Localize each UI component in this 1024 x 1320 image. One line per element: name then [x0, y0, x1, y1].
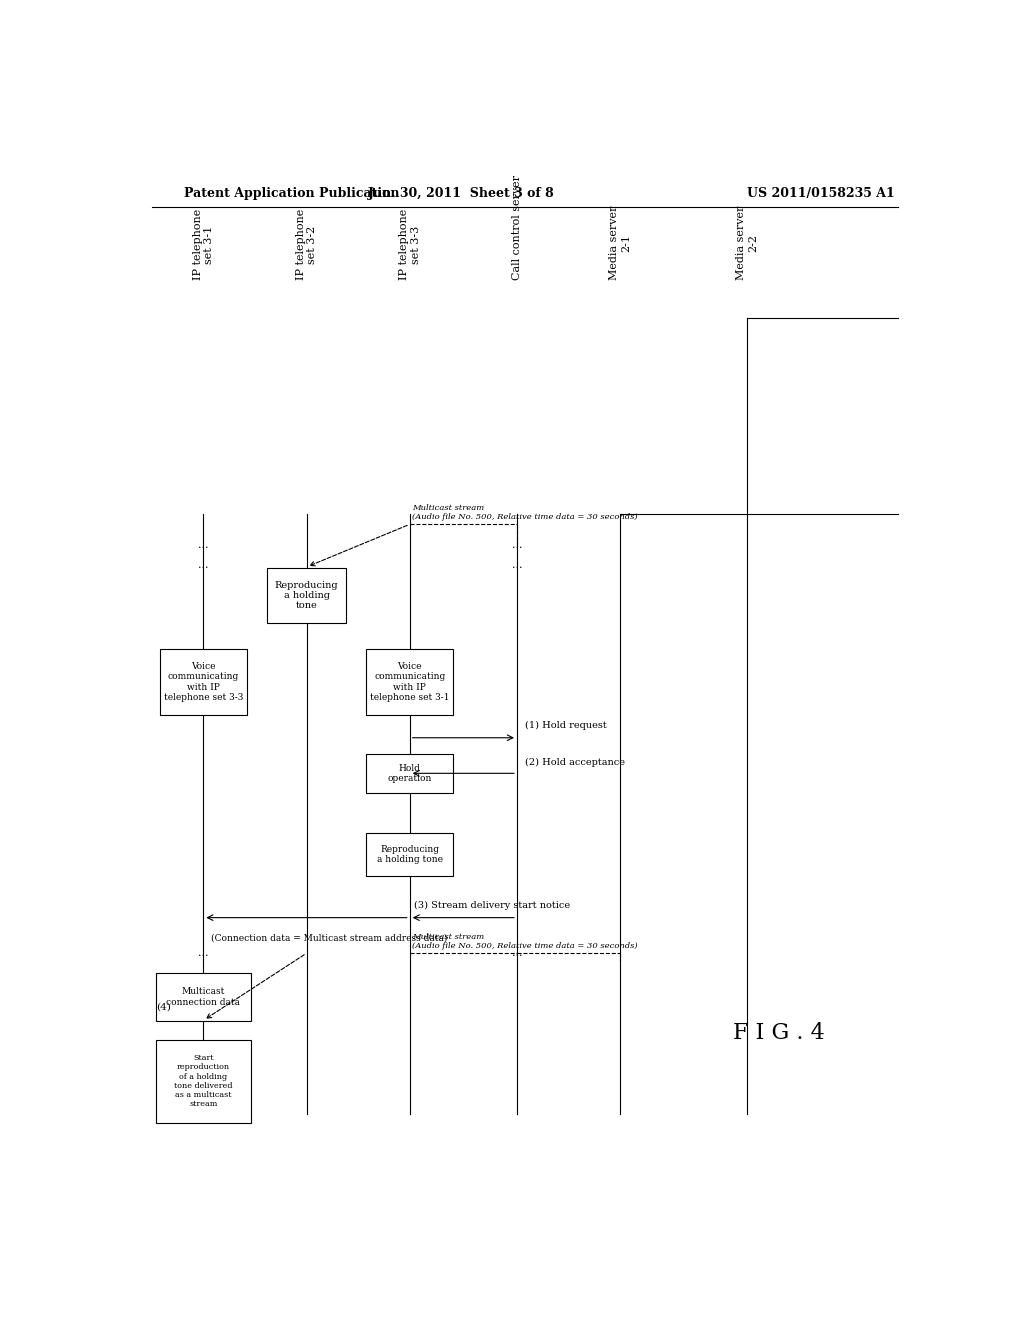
- Text: Media server
2-1: Media server 2-1: [609, 206, 631, 280]
- Text: (2) Hold acceptance: (2) Hold acceptance: [524, 758, 625, 767]
- Bar: [156, 1040, 251, 1123]
- Text: F I G . 4: F I G . 4: [733, 1022, 824, 1044]
- Bar: [267, 568, 346, 623]
- Text: IP telephone
set 3-3: IP telephone set 3-3: [399, 209, 421, 280]
- Text: (4): (4): [156, 1003, 171, 1011]
- Text: Call control server: Call control server: [512, 176, 522, 280]
- Bar: [367, 649, 454, 715]
- Text: Jun. 30, 2011  Sheet 3 of 8: Jun. 30, 2011 Sheet 3 of 8: [368, 187, 555, 201]
- Text: Start
reproduction
of a holding
tone delivered
as a multicast
stream: Start reproduction of a holding tone del…: [174, 1055, 232, 1109]
- Text: Voice
communicating
with IP
telephone set 3-3: Voice communicating with IP telephone se…: [164, 661, 243, 702]
- Bar: [367, 754, 454, 792]
- Text: ...: ...: [198, 948, 209, 958]
- Text: Multicast stream
(Audio file No. 500, Relative time data = 30 seconds): Multicast stream (Audio file No. 500, Re…: [412, 933, 638, 950]
- Text: IP telephone
set 3-2: IP telephone set 3-2: [296, 209, 317, 280]
- Bar: [160, 649, 247, 715]
- Text: Patent Application Publication: Patent Application Publication: [183, 187, 399, 201]
- Text: Multicast stream
(Audio file No. 500, Relative time data = 30 seconds): Multicast stream (Audio file No. 500, Re…: [412, 504, 638, 521]
- Text: IP telephone
set 3-1: IP telephone set 3-1: [193, 209, 214, 280]
- Text: ...: ...: [198, 560, 209, 570]
- Bar: [156, 973, 251, 1022]
- Text: (3) Stream delivery start notice: (3) Stream delivery start notice: [414, 900, 569, 909]
- Text: US 2011/0158235 A1: US 2011/0158235 A1: [748, 187, 895, 201]
- Text: ...: ...: [512, 560, 522, 570]
- Text: Hold
operation: Hold operation: [387, 764, 432, 783]
- Text: Reproducing
a holding
tone: Reproducing a holding tone: [274, 581, 338, 610]
- Text: ...: ...: [512, 948, 522, 958]
- Text: ...: ...: [198, 540, 209, 549]
- Text: Voice
communicating
with IP
telephone set 3-1: Voice communicating with IP telephone se…: [370, 661, 450, 702]
- Text: (Connection data = Multicast stream address data): (Connection data = Multicast stream addr…: [211, 935, 447, 942]
- Text: Media server
2-2: Media server 2-2: [736, 206, 758, 280]
- Text: ...: ...: [512, 540, 522, 549]
- Text: (1) Hold request: (1) Hold request: [524, 721, 606, 730]
- Text: Multicast
connection data: Multicast connection data: [166, 987, 241, 1007]
- Bar: [367, 833, 454, 876]
- Text: Reproducing
a holding tone: Reproducing a holding tone: [377, 845, 442, 865]
